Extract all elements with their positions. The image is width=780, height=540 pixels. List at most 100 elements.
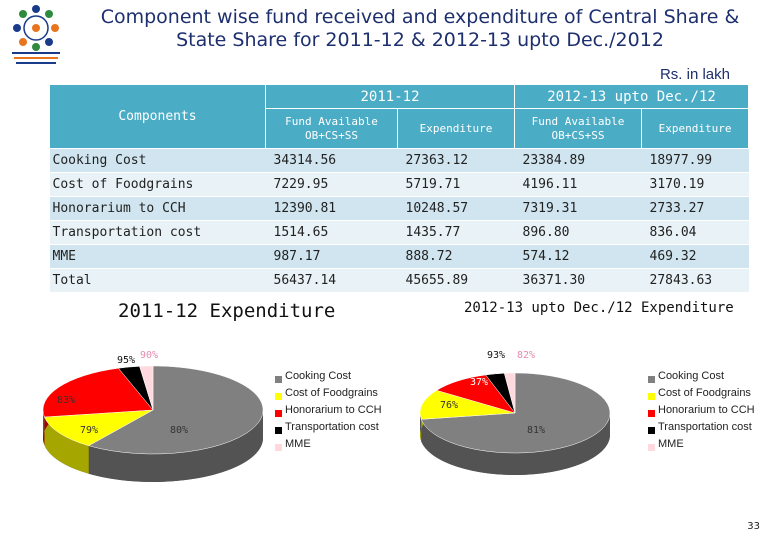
cell-row-name: MME	[49, 244, 266, 269]
chart-title-2011-12: 2011-12 Expenditure	[118, 300, 336, 322]
cell-exp-2011-12: 45655.89	[397, 268, 515, 293]
page-number: 33	[747, 521, 760, 532]
cell-fund-2012-13: 7319.31	[514, 196, 642, 221]
pie-slice-cost-of-foodgrains	[419, 390, 516, 420]
legend-item: Cooking Cost	[648, 370, 755, 387]
legend-label: Transportation cost	[658, 421, 752, 433]
data-label: 81%	[527, 425, 546, 436]
cell-exp-2011-12: 27363.12	[397, 148, 515, 173]
data-label: 93%	[487, 350, 506, 361]
cell-fund-2012-13: 896.80	[514, 220, 642, 245]
table-row: Total 56437.14 45655.89 36371.30 27843.63	[49, 268, 749, 293]
legend-item: Honorarium to CCH	[275, 404, 382, 421]
cell-fund-2011-12: 1514.65	[265, 220, 398, 245]
legend-swatch	[275, 410, 282, 417]
legend-swatch	[275, 393, 282, 400]
components-header: Components	[49, 84, 266, 149]
legend-swatch	[275, 444, 282, 451]
pie-slice-cooking-cost	[420, 372, 611, 454]
legend-swatch	[648, 376, 655, 383]
cell-row-name: Transportation cost	[49, 220, 266, 245]
cell-fund-2012-13: 4196.11	[514, 172, 642, 197]
cell-fund-2012-13: 36371.30	[514, 268, 642, 293]
cell-exp-2011-12: 5719.71	[397, 172, 515, 197]
legend-label: Cost of Foodgrains	[285, 387, 378, 399]
legend-swatch	[275, 376, 282, 383]
fund-available-header: Fund Available OB+CS+SS	[514, 108, 643, 149]
cell-row-name: Honorarium to CCH	[49, 196, 266, 221]
legend-item: Cooking Cost	[275, 370, 382, 387]
legend-item: Honorarium to CCH	[648, 404, 755, 421]
legend-item: Cost of Foodgrains	[275, 387, 382, 404]
data-label: 83%	[57, 395, 76, 406]
legend-item: MME	[275, 438, 382, 455]
ministry-logo-icon	[12, 5, 60, 64]
legend-2012-13: Cooking Cost Cost of Foodgrains Honorarium…	[648, 370, 755, 455]
pie-slice-side	[44, 416, 89, 474]
legend-label: Cooking Cost	[285, 370, 352, 382]
expenditure-header: Expenditure	[396, 108, 516, 149]
legend-label: Cooking Cost	[658, 370, 725, 382]
table-row: Cooking Cost 34314.56 27363.12 23384.89 1897…	[49, 148, 749, 173]
fund-table: Components 2011-12 2012-13 upto Dec./12 …	[49, 84, 750, 293]
cell-fund-2011-12: 56437.14	[265, 268, 398, 293]
group-header-2011-12: 2011-12	[264, 84, 516, 109]
data-label: 82%	[517, 350, 536, 361]
pie-slice-mme	[139, 365, 154, 411]
legend-2011-12: Cooking Cost Cost of Foodgrains Honorarium…	[275, 370, 382, 455]
table-row: MME 987.17 888.72 574.12 469.32	[49, 244, 749, 269]
data-label: 76%	[440, 400, 459, 411]
table-row: Cost of Foodgrains 7229.95 5719.71 4196.11 3…	[49, 172, 749, 197]
cell-exp-2012-13: 469.32	[641, 244, 749, 269]
data-label: 80%	[170, 425, 189, 436]
cell-row-name: Cooking Cost	[49, 148, 266, 173]
cell-exp-2011-12: 10248.57	[397, 196, 515, 221]
chart-title-2012-13: 2012-13 upto Dec./12 Expenditure	[464, 300, 734, 316]
cell-exp-2011-12: 888.72	[397, 244, 515, 269]
data-label: 37%	[470, 377, 489, 388]
data-label: 90%	[140, 350, 159, 361]
pie-slice-honorarium-to-cch	[42, 367, 154, 418]
legend-label: Transportation cost	[285, 421, 379, 433]
cell-exp-2012-13: 18977.99	[641, 148, 749, 173]
cell-fund-2011-12: 987.17	[265, 244, 398, 269]
cell-fund-2012-13: 23384.89	[514, 148, 642, 173]
cell-exp-2012-13: 27843.63	[641, 268, 749, 293]
legend-label: MME	[658, 438, 684, 450]
table-row: Honorarium to CCH 12390.81 10248.57 7319.31…	[49, 196, 749, 221]
legend-swatch	[648, 393, 655, 400]
pie-slice-mme	[504, 372, 516, 414]
legend-swatch	[275, 427, 282, 434]
legend-item: Transportation cost	[648, 421, 755, 438]
pie-slice-cooking-cost	[88, 365, 264, 455]
legend-label: Honorarium to CCH	[285, 404, 382, 416]
legend-item: MME	[648, 438, 755, 455]
cell-fund-2012-13: 574.12	[514, 244, 642, 269]
legend-swatch	[648, 444, 655, 451]
cell-row-name: Cost of Foodgrains	[49, 172, 266, 197]
legend-label: Honorarium to CCH	[658, 404, 755, 416]
cell-fund-2011-12: 7229.95	[265, 172, 398, 197]
pie-slice-cost-of-foodgrains	[44, 409, 154, 446]
cell-row-name: Total	[49, 268, 266, 293]
legend-swatch	[648, 427, 655, 434]
data-label: 95%	[117, 355, 136, 366]
unit-label: Rs. in lakh	[659, 66, 730, 83]
cell-exp-2012-13: 3170.19	[641, 172, 749, 197]
fund-available-header: Fund Available OB+CS+SS	[265, 108, 398, 149]
pie-chart-2012-13	[419, 372, 611, 475]
legend-label: MME	[285, 438, 311, 450]
cell-exp-2011-12: 1435.77	[397, 220, 515, 245]
expenditure-header: Expenditure	[641, 108, 750, 149]
legend-label: Cost of Foodgrains	[658, 387, 751, 399]
cell-fund-2011-12: 12390.81	[265, 196, 398, 221]
cell-exp-2012-13: 836.04	[641, 220, 749, 245]
legend-item: Transportation cost	[275, 421, 382, 438]
legend-swatch	[648, 410, 655, 417]
cell-exp-2012-13: 2733.27	[641, 196, 749, 221]
legend-item: Cost of Foodgrains	[648, 387, 755, 404]
title-line-2: State Share for 2011-12 & 2012-13 upto D…	[176, 29, 664, 51]
table-row: Transportation cost 1514.65 1435.77 896.80 8…	[49, 220, 749, 245]
page-title: Component wise fund received and expendi…	[70, 6, 770, 52]
cell-fund-2011-12: 34314.56	[265, 148, 398, 173]
